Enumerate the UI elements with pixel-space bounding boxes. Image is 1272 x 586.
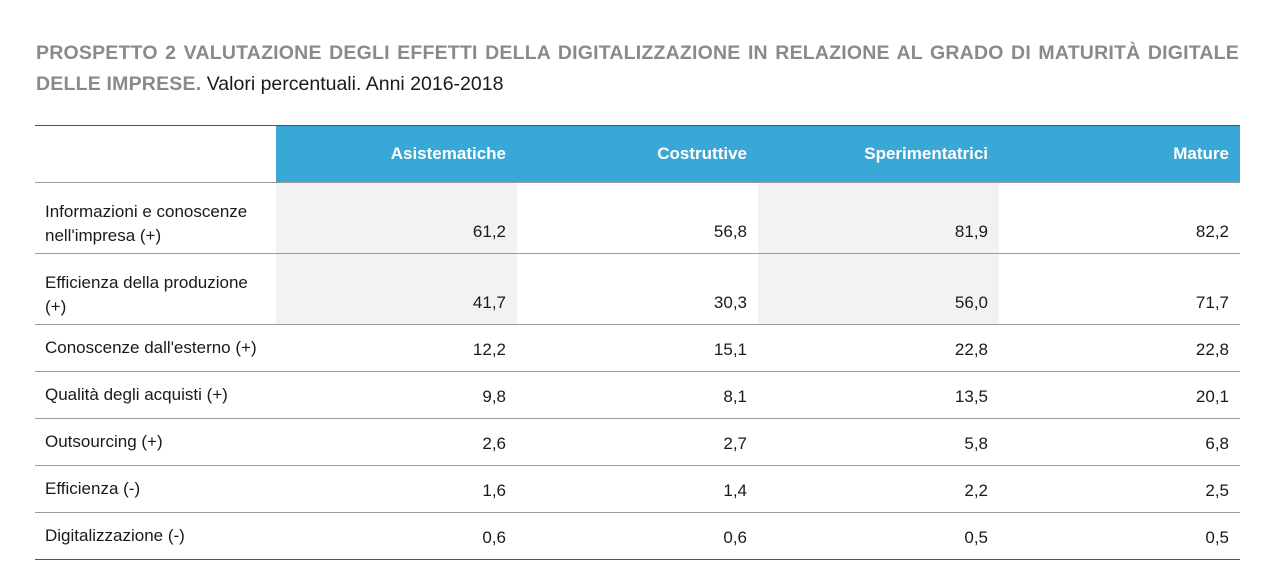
table-row: Digitalizzazione (-) 0,6 0,6 0,5 0,5 xyxy=(35,512,1240,560)
table-cell: 30,3 xyxy=(517,253,758,325)
table-cell: 2,5 xyxy=(999,465,1240,513)
table-cell: 15,1 xyxy=(517,324,758,372)
table-cell: 71,7 xyxy=(999,253,1240,325)
table-cell: 8,1 xyxy=(517,371,758,419)
table-cell: 82,2 xyxy=(999,182,1240,254)
table-cell: 12,2 xyxy=(276,324,517,372)
table-cell: 20,1 xyxy=(999,371,1240,419)
table-header-row: Asistematiche Costruttive Sperimentatric… xyxy=(35,125,1240,183)
table-cell: 41,7 xyxy=(276,253,517,325)
table-row: Efficienza (-) 1,6 1,4 2,2 2,5 xyxy=(35,465,1240,513)
table-row: Outsourcing (+) 2,6 2,7 5,8 6,8 xyxy=(35,418,1240,466)
table-row: Informazioni e conoscenze nell'impresa (… xyxy=(35,182,1240,254)
table-cell: 22,8 xyxy=(999,324,1240,372)
column-header: Asistematiche xyxy=(276,125,517,183)
row-label: Efficienza della produzione (+) xyxy=(35,253,276,325)
table-cell: 81,9 xyxy=(758,182,999,254)
table-cell: 6,8 xyxy=(999,418,1240,466)
title-main: PROSPETTO 2 VALUTAZIONE DEGLI EFFETTI DE… xyxy=(36,42,1239,95)
table-cell: 2,2 xyxy=(758,465,999,513)
table-row: Qualità degli acquisti (+) 9,8 8,1 13,5 … xyxy=(35,371,1240,419)
column-header: Mature xyxy=(999,125,1240,183)
table-cell: 56,8 xyxy=(517,182,758,254)
table-cell: 22,8 xyxy=(758,324,999,372)
table-row: Efficienza della produzione (+) 41,7 30,… xyxy=(35,253,1240,325)
row-label: Qualità degli acquisti (+) xyxy=(35,371,276,419)
column-header: Sperimentatrici xyxy=(758,125,999,183)
table-cell: 13,5 xyxy=(758,371,999,419)
table-cell: 56,0 xyxy=(758,253,999,325)
column-header: Costruttive xyxy=(517,125,758,183)
title-subtitle: Valori percentuali. Anni 2016-2018 xyxy=(201,73,504,95)
table-cell: 1,4 xyxy=(517,465,758,513)
table-cell: 0,5 xyxy=(999,512,1240,560)
table-cell: 61,2 xyxy=(276,182,517,254)
row-label: Informazioni e conoscenze nell'impresa (… xyxy=(35,182,276,254)
row-label: Conoscenze dall'esterno (+) xyxy=(35,324,276,372)
row-label: Digitalizzazione (-) xyxy=(35,512,276,560)
table-cell: 0,5 xyxy=(758,512,999,560)
table-cell: 5,8 xyxy=(758,418,999,466)
header-empty-cell xyxy=(35,125,276,183)
table-cell: 0,6 xyxy=(517,512,758,560)
table-cell: 2,6 xyxy=(276,418,517,466)
table-cell: 9,8 xyxy=(276,371,517,419)
table-title: PROSPETTO 2 VALUTAZIONE DEGLI EFFETTI DE… xyxy=(36,38,1239,100)
table-cell: 0,6 xyxy=(276,512,517,560)
table-cell: 2,7 xyxy=(517,418,758,466)
data-table: Asistematiche Costruttive Sperimentatric… xyxy=(35,125,1240,560)
row-label: Efficienza (-) xyxy=(35,465,276,513)
table-row: Conoscenze dall'esterno (+) 12,2 15,1 22… xyxy=(35,324,1240,372)
row-label: Outsourcing (+) xyxy=(35,418,276,466)
table-cell: 1,6 xyxy=(276,465,517,513)
